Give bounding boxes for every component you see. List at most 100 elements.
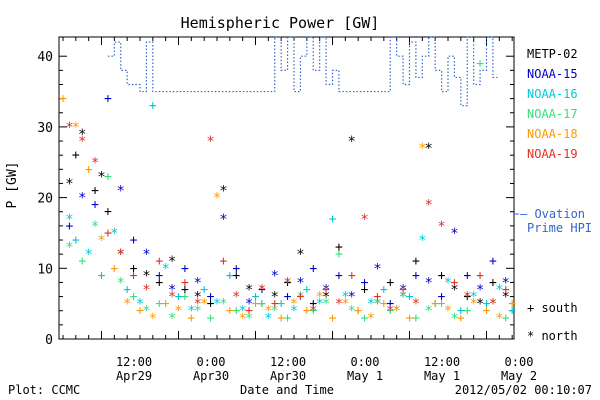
point-metp-02: * (245, 283, 253, 299)
point-noaa-18: * (149, 311, 157, 327)
point-noaa-17: + (309, 304, 317, 319)
point-metp-02: + (104, 205, 112, 220)
point-metp-02: * (502, 290, 510, 306)
point-noaa-19: * (232, 290, 240, 306)
point-noaa-19: * (65, 120, 73, 136)
point-noaa-18: * (72, 120, 80, 136)
point-noaa-19: + (399, 283, 407, 298)
point-noaa-17: * (322, 297, 330, 313)
point-noaa-17: + (335, 247, 343, 262)
point-noaa-18: + (110, 261, 118, 276)
point-noaa-18: * (418, 141, 426, 157)
point-metp-02: + (386, 275, 394, 290)
point-metp-02: + (361, 283, 369, 298)
point-metp-02: * (78, 127, 86, 143)
point-noaa-19: * (258, 283, 266, 299)
y-tick-label: 10 (37, 262, 53, 277)
point-metp-02: * (97, 169, 105, 185)
point-noaa-19: * (463, 290, 471, 306)
point-noaa-19: * (309, 304, 317, 320)
point-noaa-18: * (97, 233, 105, 249)
point-noaa-18: * (495, 311, 503, 327)
point-noaa-16: * (418, 233, 426, 249)
ovation-legend-line2: Prime HPI (527, 221, 592, 235)
point-noaa-16: + (354, 304, 362, 319)
point-noaa-15: * (245, 297, 253, 313)
point-noaa-15: * (194, 275, 202, 291)
point-noaa-17: + (476, 56, 484, 71)
y-tick-label: 20 (37, 192, 53, 207)
ovation-legend-line1: — Ovation (520, 207, 585, 221)
y-tick-label: 40 (37, 50, 53, 65)
point-noaa-19: * (117, 247, 125, 263)
point-noaa-16: + (380, 283, 388, 298)
point-noaa-15: + (155, 268, 163, 283)
point-noaa-17: * (142, 304, 150, 320)
point-noaa-16: * (367, 297, 375, 313)
point-noaa-19: * (91, 155, 99, 171)
point-noaa-16: * (495, 283, 503, 299)
point-noaa-15: * (322, 283, 330, 299)
point-noaa-16: + (149, 99, 157, 114)
point-noaa-19: + (130, 268, 138, 283)
point-noaa-17: + (438, 297, 446, 312)
point-noaa-15: * (502, 275, 510, 291)
point-noaa-19: * (335, 297, 343, 313)
point-noaa-15: + (181, 261, 189, 276)
point-noaa-15: + (335, 268, 343, 283)
point-metp-02: * (476, 297, 484, 313)
point-noaa-16: + (457, 304, 465, 319)
point-noaa-15: * (142, 247, 150, 263)
point-metp-02: + (438, 268, 446, 283)
point-noaa-18: + (187, 311, 195, 326)
point-noaa-16: * (315, 297, 323, 313)
y-axis: 0 10 20 30 40 (37, 50, 514, 348)
x-tick-label-time: 0:00 (197, 355, 226, 369)
point-noaa-18: * (392, 304, 400, 320)
point-noaa-19: * (168, 290, 176, 306)
point-metp-02: * (219, 184, 227, 200)
marker-legend: + south * north (527, 301, 578, 343)
point-noaa-17: + (207, 311, 215, 326)
point-noaa-15: * (476, 283, 484, 299)
point-noaa-17: + (361, 311, 369, 326)
point-noaa-19: * (360, 212, 368, 228)
point-noaa-16: + (98, 268, 106, 283)
point-noaa-17: + (463, 304, 471, 319)
point-metp-02: * (296, 247, 304, 263)
point-noaa-17: * (245, 311, 253, 327)
point-noaa-15: + (207, 290, 215, 305)
point-noaa-18: * (174, 304, 182, 320)
point-noaa-17: * (450, 311, 458, 327)
point-noaa-19: * (489, 297, 497, 313)
x-tick-label-time: 12:00 (424, 355, 460, 369)
point-noaa-18: + (508, 297, 516, 312)
point-noaa-17: * (489, 297, 497, 313)
point-metp-02: * (399, 290, 407, 306)
point-noaa-16: * (469, 290, 477, 306)
point-noaa-16: + (431, 297, 439, 312)
point-noaa-18: + (483, 304, 491, 319)
point-noaa-15: * (219, 212, 227, 228)
point-noaa-18: * (469, 297, 477, 313)
point-noaa-17: + (386, 304, 394, 319)
x-tick-label-date: Apr30 (270, 369, 306, 383)
point-noaa-19: * (386, 304, 394, 320)
point-noaa-18: * (444, 304, 452, 320)
x-tick-label-date: May 2 (501, 369, 537, 383)
point-noaa-16: + (329, 212, 337, 227)
point-noaa-17: + (232, 304, 240, 319)
point-noaa-18: + (162, 297, 170, 312)
x-tick-label-time: 12:00 (116, 355, 152, 369)
point-noaa-17: + (258, 297, 266, 312)
point-noaa-19: + (245, 304, 253, 319)
point-metp-02: * (373, 297, 381, 313)
marker-legend-south: + south (527, 301, 578, 315)
point-noaa-16: + (406, 290, 414, 305)
plot-area-frame (58, 36, 515, 340)
point-noaa-18: * (213, 191, 221, 207)
point-noaa-16: + (72, 233, 80, 248)
point-noaa-18: + (277, 311, 285, 326)
